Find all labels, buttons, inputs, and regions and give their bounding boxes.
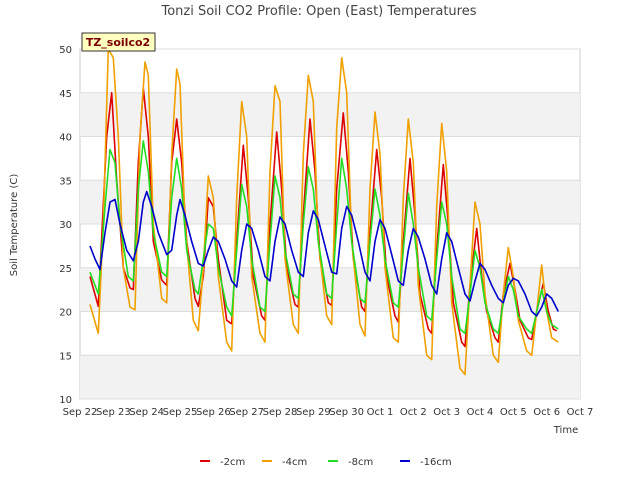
legend-label: -2cm: [220, 457, 245, 468]
x-tick-label: Oct 3: [433, 407, 460, 418]
x-tick-label: Sep 28: [263, 407, 298, 418]
y-tick-label: 20: [59, 308, 72, 319]
y-tick-label: 45: [59, 89, 72, 100]
legend-label: -4cm: [282, 457, 307, 468]
x-tick-label: Sep 30: [329, 407, 364, 418]
x-tick-label: Oct 1: [367, 407, 394, 418]
x-tick-label: Oct 7: [567, 407, 594, 418]
legend: -2cm -4cm -8cm -16cm: [200, 457, 452, 468]
x-tick-label: Sep 27: [229, 407, 264, 418]
chart-title: Tonzi Soil CO2 Profile: Open (East) Temp…: [160, 4, 476, 19]
y-tick-label: 35: [59, 176, 72, 187]
series-line-minus-16cm: [89, 190, 560, 317]
band-40-45: [80, 92, 580, 137]
y-tick-label: 30: [59, 220, 72, 231]
band-30-35: [80, 180, 580, 224]
band-10-15: [80, 355, 580, 399]
x-tick-label: Sep 26: [196, 407, 231, 418]
x-tick-label: Sep 23: [96, 407, 131, 418]
gridlines: [80, 48, 580, 400]
series-line-minus-4cm: [89, 48, 559, 376]
x-tick-label: Oct 2: [400, 407, 427, 418]
series-line-minus-8cm: [89, 140, 559, 335]
y-tick-label: 40: [59, 133, 72, 144]
legend-label: -8cm: [348, 457, 373, 468]
x-tick-label: Sep 29: [296, 407, 331, 418]
site-tag: TZ_soilco2: [81, 32, 156, 52]
x-tick-label: Sep 25: [163, 407, 198, 418]
x-axis-label: Time: [553, 425, 578, 436]
site-tag-label: TZ_soilco2: [86, 36, 150, 49]
x-tick-label: Sep 22: [63, 407, 98, 418]
series-lines: [89, 48, 560, 376]
y-tick-label: 15: [59, 351, 72, 362]
y-tick-label: 50: [59, 45, 72, 56]
background-bands: [80, 92, 580, 399]
x-tick-label: Oct 6: [533, 407, 560, 418]
y-tick-labels: 10 15 20 25 30 35 40 45 50: [59, 45, 72, 406]
y-axis-label: Soil Temperature (C): [9, 174, 20, 277]
legend-label: -16cm: [420, 457, 452, 468]
y-tick-label: 25: [59, 264, 72, 275]
y-tick-label: 10: [59, 395, 72, 406]
x-tick-label: Oct 5: [500, 407, 527, 418]
x-tick-label: Sep 24: [129, 407, 164, 418]
x-tick-label: Oct 4: [467, 407, 494, 418]
